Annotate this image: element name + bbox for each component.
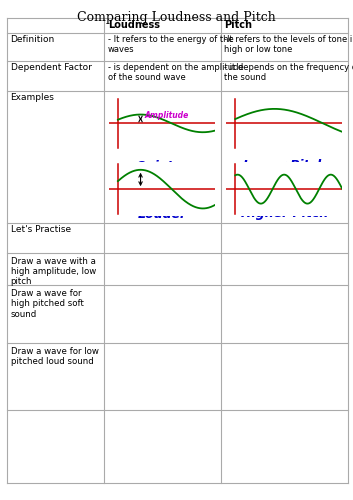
Text: Lower Pitch: Lower Pitch bbox=[243, 159, 325, 172]
Text: Draw a wave for low
pitched loud sound: Draw a wave for low pitched loud sound bbox=[11, 346, 98, 366]
Text: Draw a wave with a
high amplitude, low
pitch: Draw a wave with a high amplitude, low p… bbox=[11, 256, 96, 286]
Text: - it depends on the frequency of
the sound: - it depends on the frequency of the sou… bbox=[224, 63, 353, 82]
Text: Dependent Factor: Dependent Factor bbox=[11, 63, 91, 72]
Text: Amplitude: Amplitude bbox=[145, 111, 189, 120]
Text: Comparing Loudness and Pitch: Comparing Loudness and Pitch bbox=[77, 11, 276, 24]
Text: Loudness: Loudness bbox=[108, 20, 160, 30]
Text: Examples: Examples bbox=[11, 93, 54, 102]
Text: Let's Practise: Let's Practise bbox=[11, 224, 71, 234]
Text: - is dependent on the amplitude
of the sound wave: - is dependent on the amplitude of the s… bbox=[108, 63, 244, 82]
Text: Draw a wave for
high pitched soft
sound: Draw a wave for high pitched soft sound bbox=[11, 289, 83, 319]
Text: Louder: Louder bbox=[138, 208, 187, 220]
Text: Higher Pitch: Higher Pitch bbox=[240, 208, 328, 220]
Text: - It refers to the energy of the
waves: - It refers to the energy of the waves bbox=[108, 34, 233, 54]
Text: -It refers to the levels of tone i.e.
high or low tone: -It refers to the levels of tone i.e. hi… bbox=[224, 34, 353, 54]
Text: Pitch: Pitch bbox=[224, 20, 252, 30]
Text: Quieter: Quieter bbox=[136, 159, 189, 172]
Text: Definition: Definition bbox=[11, 34, 55, 43]
